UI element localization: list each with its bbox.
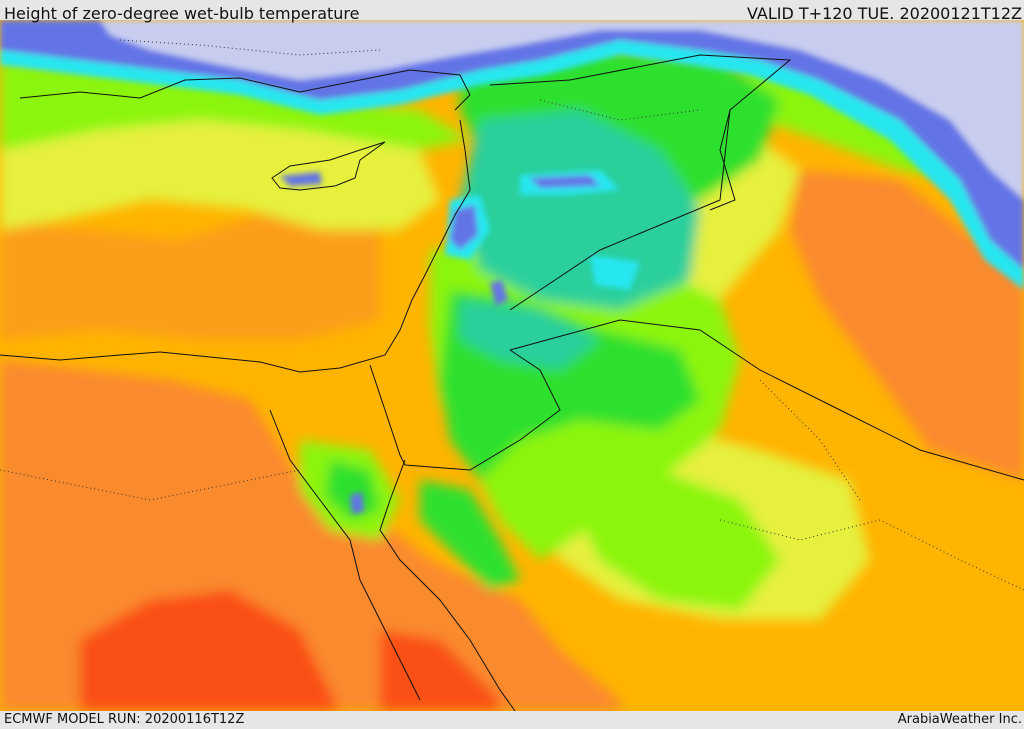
map-title: Height of zero-degree wet-bulb temperatu… [4,4,360,23]
field-teal-syria [460,110,700,310]
model-run-label: ECMWF MODEL RUN: 20200116T12Z [4,712,245,727]
field-red-arabia [380,630,500,711]
field-verylow-north [100,20,1024,200]
border-syria-iraq [489,54,792,311]
field-blue-north-band [0,20,1024,270]
field-green-aqaba [420,480,520,590]
credit-label: ArabiaWeather Inc. [897,712,1022,727]
field-orange-east [790,170,1024,480]
field-blue-lebanon [450,205,478,250]
field-cyan-north-band [0,40,1024,290]
field-orange-sea [0,200,380,340]
contour-fields [0,50,1024,711]
coastline-levant [0,119,471,373]
field-cyan-iraq [590,255,640,290]
field-blue-cyprus [280,172,322,186]
valid-time-label: VALID T+120 TUE. 20200121T12Z [746,4,1022,23]
field-lime-arabia [560,470,780,610]
coastline-turkey [19,69,471,111]
dotted-boundary-3 [759,379,861,501]
coastline-red-sea-west [269,409,421,701]
weather-map [0,20,1024,711]
border-jordan-saudi [404,349,561,471]
field-red-sahara [80,590,340,711]
border-iraq-iran [709,109,736,211]
border-egypt-israel [369,364,406,466]
field-blue-syria [530,175,600,188]
borders [0,54,1024,711]
dotted-boundary-5 [539,99,701,121]
field-green-sinai [325,460,380,520]
footer-bar [0,711,1024,729]
field-blue-hermon [490,280,508,306]
contour-cold-fields [0,20,1024,514]
coastline-red-sea-east [379,459,516,711]
field-blue-sinai [350,492,364,514]
dotted-boundary-4 [119,39,381,56]
internal-boundaries [0,39,1024,591]
dotted-boundary-2 [719,519,1024,591]
border-iraq-saudi [509,319,1024,481]
field-teal-jordan [460,300,600,370]
dotted-boundary-1 [0,469,301,501]
field-lime-north [0,60,470,150]
header-bar [0,0,1024,20]
coastline-cyprus [271,141,386,191]
field-yellow-north [0,110,440,230]
